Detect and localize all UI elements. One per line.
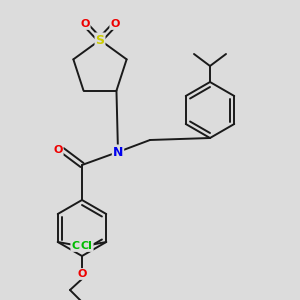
Text: S: S <box>95 34 104 46</box>
Text: O: O <box>110 19 120 29</box>
Text: O: O <box>80 19 90 29</box>
Text: Cl: Cl <box>81 241 93 251</box>
Text: Cl: Cl <box>71 241 83 251</box>
Text: O: O <box>53 145 63 155</box>
Text: N: N <box>113 146 123 158</box>
Text: O: O <box>77 269 87 279</box>
